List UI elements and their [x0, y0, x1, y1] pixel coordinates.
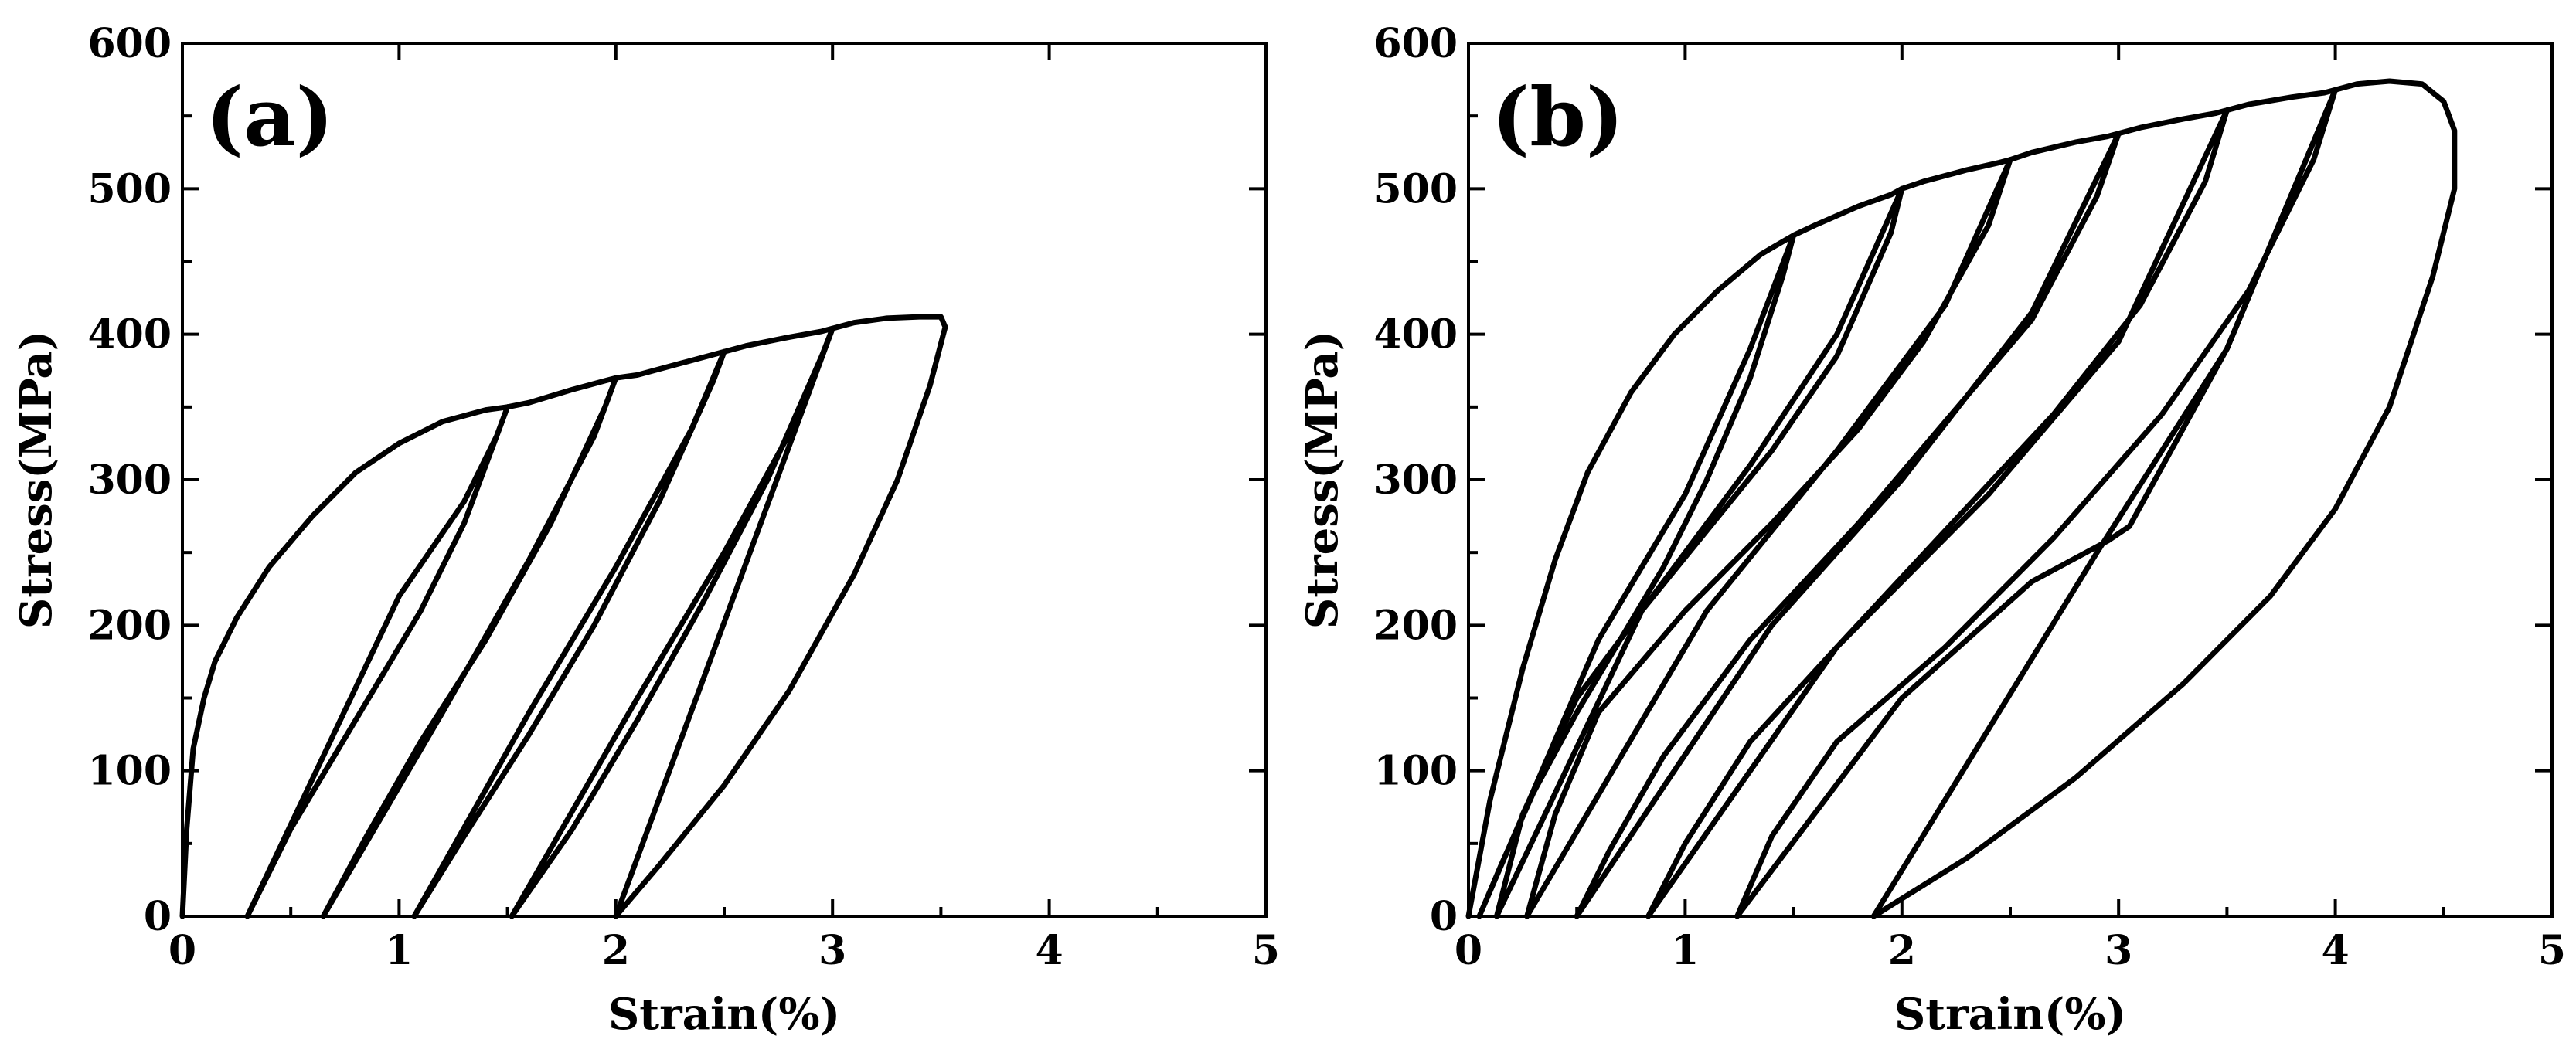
y-tick-label: 300 — [1373, 457, 1458, 504]
series-line — [1645, 107, 2230, 919]
series-line — [411, 348, 727, 919]
x-tick-label: 4 — [1036, 927, 1063, 974]
x-tick-label: 0 — [1455, 927, 1482, 974]
chart-panel-0: 0 1 2 3 4 5 0 100 200 300 400 500 600 Strain(%) Stress… — [11, 20, 1280, 1040]
series-line — [1870, 78, 2458, 919]
chart-panel-1: 0 1 2 3 4 5 0 100 200 300 400 500 600 Strain(%) Stress… — [1297, 20, 2566, 1040]
y-tick-label: 0 — [1430, 893, 1458, 940]
x-tick-label: 2 — [1888, 927, 1916, 974]
x-tick-label: 1 — [385, 927, 413, 974]
x-axis-label: Strain(%) — [608, 989, 840, 1040]
y-tick-label: 200 — [87, 602, 172, 649]
series-line — [1524, 157, 2013, 919]
x-tick-label: 1 — [1671, 927, 1699, 974]
x-tick-label: 3 — [818, 927, 846, 974]
y-tick-label: 200 — [1373, 602, 1458, 649]
x-tick-label: 0 — [168, 927, 196, 974]
plot-frame — [1467, 42, 2554, 918]
series-line — [179, 404, 511, 919]
y-tick-label: 400 — [1373, 311, 1458, 358]
series-line — [1494, 185, 1905, 919]
y-tick-label: 0 — [144, 893, 172, 940]
x-tick-label: 4 — [2322, 927, 2350, 974]
series-line — [613, 314, 948, 919]
series-line — [1734, 87, 2339, 919]
x-tick-label: 2 — [602, 927, 630, 974]
x-tick-label: 3 — [2105, 927, 2132, 974]
y-tick-label: 100 — [87, 748, 172, 795]
series-line — [509, 325, 835, 919]
y-axis-label: Stress(MPa) — [1297, 331, 1348, 629]
y-tick-label: 400 — [87, 311, 172, 358]
y-tick-label: 600 — [87, 20, 172, 67]
y-tick-label: 500 — [1373, 165, 1458, 212]
y-tick-label: 300 — [87, 457, 172, 504]
y-tick-label: 600 — [1373, 20, 1458, 67]
y-axis-label: Stress(MPa) — [11, 331, 62, 629]
x-tick-label: 5 — [2538, 927, 2566, 974]
panel-label: (a) — [206, 70, 334, 165]
y-tick-label: 100 — [1373, 748, 1458, 795]
series-line — [320, 375, 619, 919]
x-tick-label: 5 — [1252, 927, 1280, 974]
y-tick-label: 500 — [87, 165, 172, 212]
panel-label: (b) — [1492, 70, 1624, 165]
series-line — [1574, 131, 2122, 919]
x-axis-label: Strain(%) — [1894, 989, 2126, 1040]
